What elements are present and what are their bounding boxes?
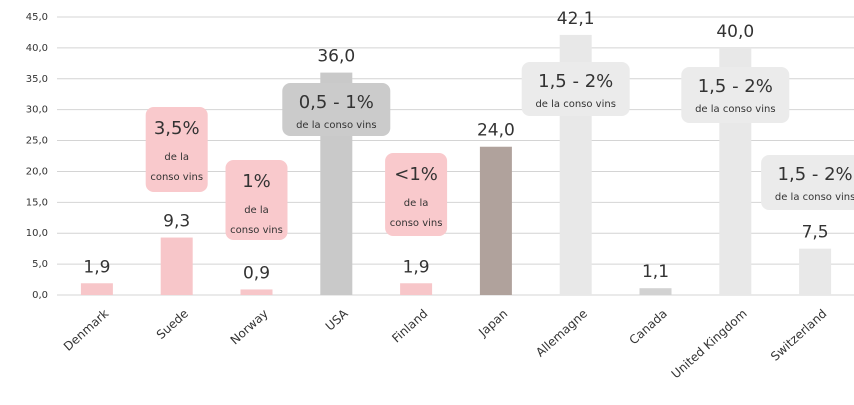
x-tick-label: Switzerland bbox=[768, 306, 829, 363]
annotation-title: 0,5 - 1% bbox=[299, 92, 374, 113]
value-label: 24,0 bbox=[477, 121, 515, 141]
annotation-text: conso vins bbox=[390, 218, 443, 229]
annotation-box bbox=[225, 160, 288, 240]
bar bbox=[799, 248, 832, 295]
y-tick-label: 30,0 bbox=[26, 105, 48, 116]
value-label: 36,0 bbox=[317, 47, 355, 67]
value-label: 40,0 bbox=[716, 22, 754, 42]
bar bbox=[240, 289, 273, 295]
bar bbox=[80, 283, 113, 295]
x-tick-label: USA bbox=[323, 306, 351, 334]
annotation-title: 3,5% bbox=[154, 118, 200, 139]
x-tick-label: Finland bbox=[389, 306, 430, 345]
y-tick-label: 15,0 bbox=[26, 197, 48, 208]
x-tick-label: Norway bbox=[228, 306, 271, 347]
annotation-box bbox=[282, 83, 391, 136]
value-label: 1,1 bbox=[642, 262, 669, 282]
annotation-box bbox=[681, 67, 790, 123]
x-tick-label: Canada bbox=[627, 306, 670, 347]
annotation-text: de la bbox=[404, 198, 429, 209]
value-label: 1,9 bbox=[403, 257, 430, 277]
y-tick-label: 35,0 bbox=[26, 74, 48, 85]
value-label: 1,9 bbox=[83, 257, 110, 277]
annotation-box bbox=[145, 107, 208, 192]
annotation-text: de la conso vins bbox=[695, 104, 775, 115]
annotation-title: <1% bbox=[394, 164, 438, 185]
y-tick-label: 0,0 bbox=[32, 290, 48, 301]
annotation-text: de la bbox=[244, 205, 269, 216]
y-tick-label: 40,0 bbox=[26, 43, 48, 54]
y-tick-label: 20,0 bbox=[26, 166, 48, 177]
y-tick-label: 5,0 bbox=[32, 259, 48, 270]
bar bbox=[479, 146, 512, 295]
annotation-box bbox=[385, 153, 448, 236]
value-label: 9,3 bbox=[163, 212, 190, 232]
bar bbox=[400, 283, 433, 295]
bar bbox=[639, 288, 672, 295]
annotation-title: 1% bbox=[242, 171, 271, 192]
annotation-box bbox=[521, 62, 630, 116]
annotation-text: de la bbox=[164, 152, 189, 163]
annotation-text: de la conso vins bbox=[775, 192, 854, 203]
annotation-title: 1,5 - 2% bbox=[778, 164, 853, 185]
value-label: 7,5 bbox=[802, 223, 829, 243]
annotation-text: conso vins bbox=[150, 172, 203, 183]
y-tick-label: 10,0 bbox=[26, 228, 48, 239]
annotation-title: 1,5 - 2% bbox=[698, 76, 773, 97]
x-tick-label: Denmark bbox=[61, 306, 111, 353]
annotation-text: de la conso vins bbox=[535, 99, 615, 110]
x-tick-label: Allemagne bbox=[533, 306, 590, 359]
x-tick-label: Japan bbox=[475, 306, 510, 339]
annotation-text: de la conso vins bbox=[296, 120, 376, 131]
annotation-title: 1,5 - 2% bbox=[538, 71, 613, 92]
annotation-text: conso vins bbox=[230, 225, 283, 236]
annotation-box bbox=[761, 155, 854, 210]
value-label: 0,9 bbox=[243, 263, 270, 283]
bar bbox=[160, 237, 193, 295]
x-tick-label: Suede bbox=[154, 306, 191, 342]
x-tick-label: United Kingdom bbox=[669, 306, 750, 381]
value-label: 42,1 bbox=[557, 9, 595, 29]
y-tick-label: 45,0 bbox=[26, 12, 48, 23]
y-tick-label: 25,0 bbox=[26, 136, 48, 147]
